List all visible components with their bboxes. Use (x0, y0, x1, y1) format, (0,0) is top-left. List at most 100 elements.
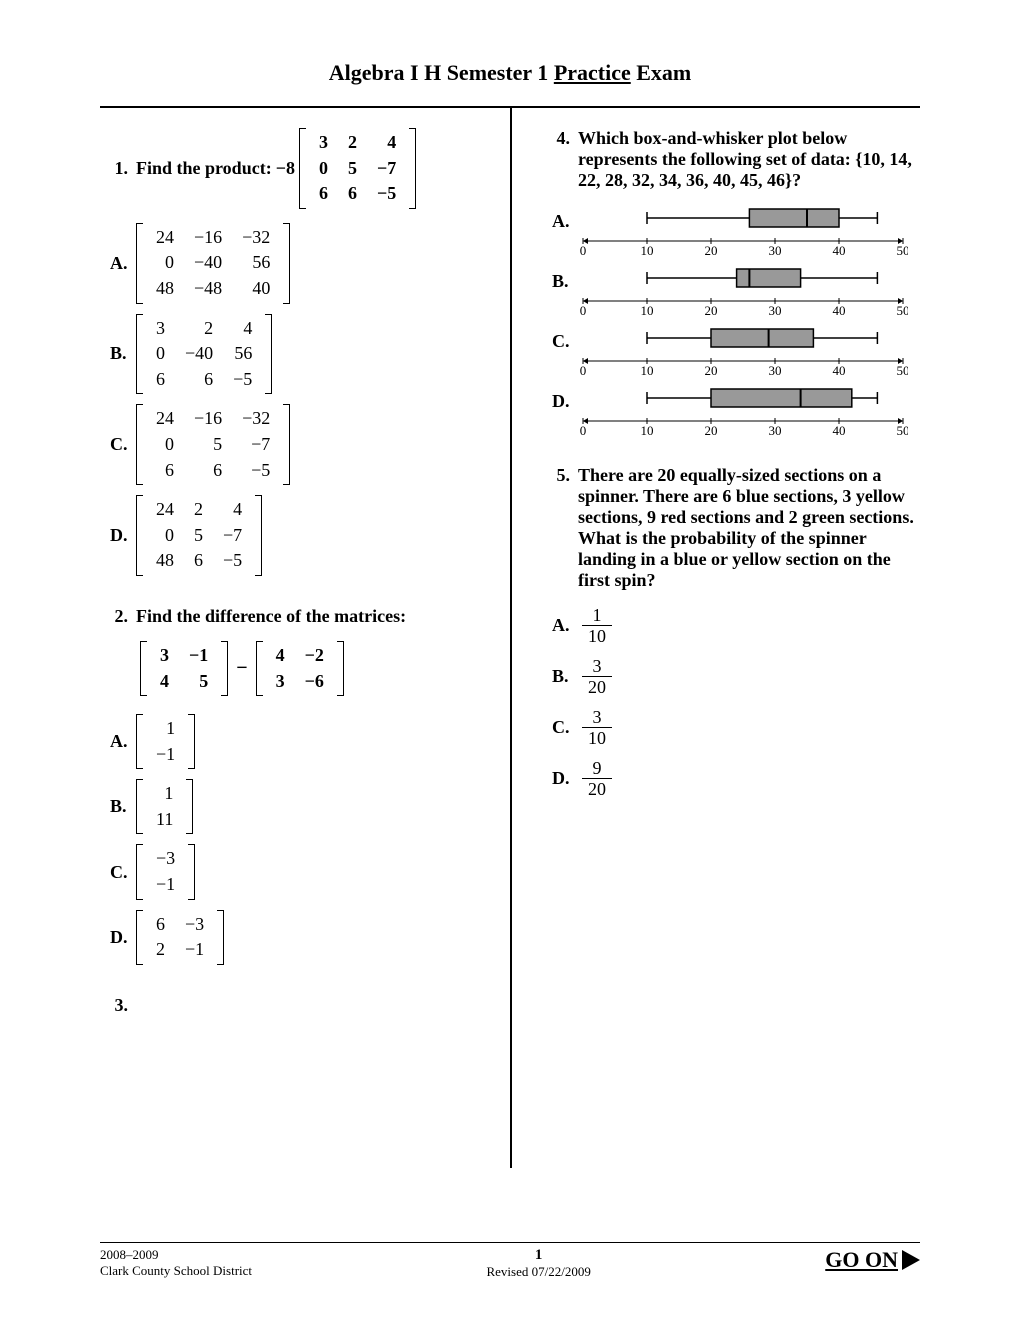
q1-lead: Find the product: (136, 158, 272, 179)
fraction: 320 (582, 656, 612, 697)
opt-label: D. (552, 768, 578, 789)
q2-text: Find the difference of the matrices: (136, 606, 490, 627)
fraction: 920 (582, 758, 612, 799)
column-right: 4. Which box-and-whisker plot below repr… (510, 108, 920, 1168)
page-footer: 2008–2009 Clark County School District 1… (100, 1242, 920, 1280)
q1-opt-b: B.3240−405666−5 (110, 314, 490, 395)
svg-text:50: 50 (897, 363, 909, 375)
svg-text:10: 10 (641, 243, 654, 255)
opt-label: B. (552, 271, 578, 292)
svg-text:30: 30 (769, 243, 782, 255)
denominator: 10 (582, 626, 612, 646)
title-post: Exam (631, 60, 692, 85)
svg-text:40: 40 (833, 303, 846, 315)
matrix: 24−16−3205−766−5 (136, 404, 290, 485)
q4-opt-c: C.01020304050 (552, 325, 920, 375)
opt-label: C. (552, 717, 578, 738)
numerator: 3 (582, 656, 612, 677)
q5-options: A.110 B.320 C.310 D.920 (552, 605, 920, 799)
svg-text:30: 30 (769, 423, 782, 435)
question-5: 5. There are 20 equally-sized sections o… (542, 465, 920, 799)
footer-left: 2008–2009 Clark County School District (100, 1247, 252, 1279)
q5-opt-b: B.320 (552, 656, 920, 697)
boxplot-d: 01020304050 (578, 385, 908, 435)
q1-opt-a: A.24−16−320−405648−4840 (110, 223, 490, 304)
svg-text:50: 50 (897, 303, 909, 315)
footer-district: Clark County School District (100, 1263, 252, 1279)
matrix: 24−16−320−405648−4840 (136, 223, 290, 304)
footer-revised: Revised 07/22/2009 (486, 1264, 590, 1280)
footer-year: 2008–2009 (100, 1247, 252, 1263)
question-1: 1. Find the product: −8 32405−766−5 A.24… (100, 128, 490, 576)
svg-text:0: 0 (580, 363, 587, 375)
q4-opt-b: B.01020304050 (552, 265, 920, 315)
q1-text: Find the product: −8 32405−766−5 (136, 128, 490, 209)
matrix: 6−32−1 (136, 910, 224, 965)
q2-stem: 2. Find the difference of the matrices: (100, 606, 490, 627)
column-left: 1. Find the product: −8 32405−766−5 A.24… (100, 108, 510, 1168)
svg-text:50: 50 (897, 423, 909, 435)
opt-label: C. (110, 862, 136, 883)
question-3: 3. (100, 995, 490, 1016)
rule-bottom (100, 1242, 920, 1243)
opt-label: B. (110, 796, 136, 817)
denominator: 20 (582, 677, 612, 697)
svg-text:10: 10 (641, 303, 654, 315)
footer-page: 1 (486, 1247, 590, 1264)
arrow-right-icon (902, 1250, 920, 1270)
q4-number: 4. (542, 128, 570, 149)
q3-stem: 3. (100, 995, 490, 1016)
fraction: 110 (582, 605, 612, 646)
q2-opt-b: B.111 (110, 779, 490, 834)
q5-text: There are 20 equally-sized sections on a… (578, 465, 920, 591)
q1-stem: 1. Find the product: −8 32405−766−5 (100, 128, 490, 209)
q2-opt-d: D.6−32−1 (110, 910, 490, 965)
q4-opt-a: A.01020304050 (552, 205, 920, 255)
svg-text:20: 20 (705, 363, 718, 375)
q5-opt-a: A.110 (552, 605, 920, 646)
svg-text:40: 40 (833, 423, 846, 435)
q4-stem: 4. Which box-and-whisker plot below repr… (542, 128, 920, 191)
numerator: 9 (582, 758, 612, 779)
boxplot-b: 01020304050 (578, 265, 908, 315)
svg-text:10: 10 (641, 363, 654, 375)
opt-label: D. (552, 391, 578, 412)
svg-text:0: 0 (580, 423, 587, 435)
q1-opt-d: D.242405−7486−5 (110, 495, 490, 576)
numerator: 3 (582, 707, 612, 728)
q1-options: A.24−16−320−405648−4840 B.3240−405666−5 … (110, 223, 490, 576)
opt-label: D. (110, 927, 136, 948)
q5-stem: 5. There are 20 equally-sized sections o… (542, 465, 920, 591)
matrix: −3−1 (136, 844, 195, 899)
svg-text:40: 40 (833, 363, 846, 375)
q1-opt-c: C.24−16−3205−766−5 (110, 404, 490, 485)
svg-text:40: 40 (833, 243, 846, 255)
q5-number: 5. (542, 465, 570, 486)
q2-options: A.1−1 B.111 C.−3−1 D.6−32−1 (110, 714, 490, 965)
opt-label: A. (552, 615, 578, 636)
denominator: 10 (582, 728, 612, 748)
matrix: 111 (136, 779, 193, 834)
minus-sign: − (236, 657, 247, 680)
footer-right: GO ON (825, 1247, 920, 1273)
q4-opt-d: D.01020304050 (552, 385, 920, 435)
boxplot-c: 01020304050 (578, 325, 908, 375)
page-title: Algebra I H Semester 1 Practice Exam (100, 60, 920, 86)
question-4: 4. Which box-and-whisker plot below repr… (542, 128, 920, 435)
q4-options: A.01020304050B.01020304050C.01020304050D… (552, 205, 920, 435)
svg-text:0: 0 (580, 243, 587, 255)
svg-text:10: 10 (641, 423, 654, 435)
go-on: GO ON (825, 1247, 920, 1273)
svg-text:20: 20 (705, 303, 718, 315)
q2-number: 2. (100, 606, 128, 627)
columns: 1. Find the product: −8 32405−766−5 A.24… (100, 108, 920, 1168)
q3-number: 3. (100, 995, 128, 1016)
question-2: 2. Find the difference of the matrices: … (100, 606, 490, 965)
opt-label: A. (552, 211, 578, 232)
boxplot-a: 01020304050 (578, 205, 908, 255)
q1-matrix: 32405−766−5 (299, 128, 416, 209)
opt-label: A. (110, 731, 136, 752)
opt-label: C. (110, 434, 136, 455)
q5-opt-c: C.310 (552, 707, 920, 748)
svg-text:0: 0 (580, 303, 587, 315)
